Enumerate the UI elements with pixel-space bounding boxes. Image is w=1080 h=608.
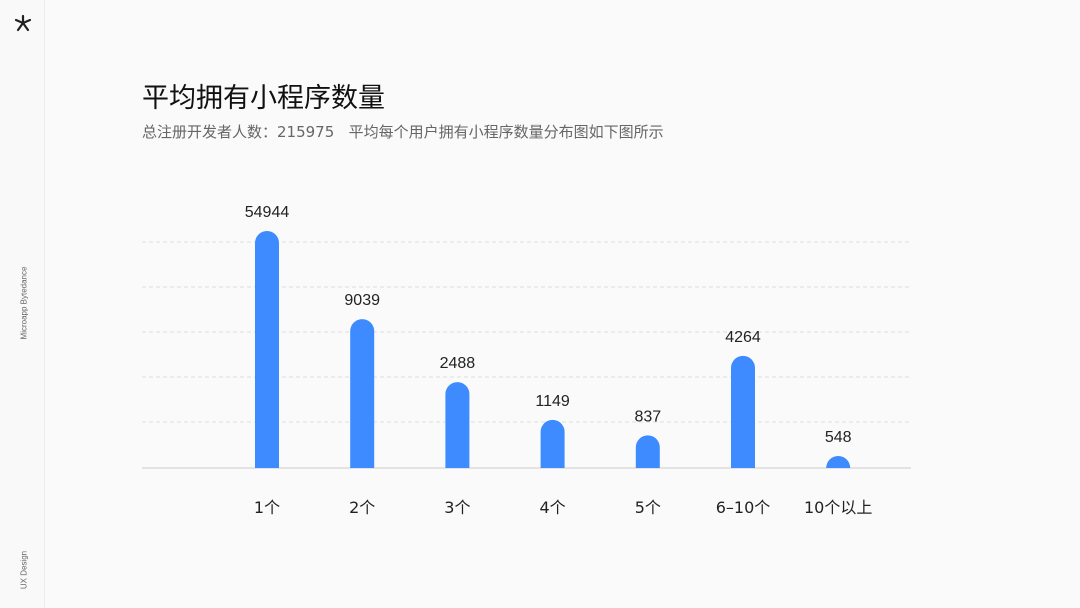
page-title: 平均拥有小程序数量 [142,83,385,114]
data-label: 1149 [535,393,570,410]
data-label: 9039 [344,292,380,309]
bar [350,319,375,468]
x-tick-label: 10个以上 [804,498,872,517]
bar [540,419,565,468]
data-label: 2488 [440,355,476,372]
sidebar-rail: Microapp Bytedance UX Design [0,0,45,608]
data-label: 837 [634,408,661,425]
data-label: 4264 [725,329,761,346]
bar [445,382,470,468]
x-tick-label: 1个 [254,498,280,517]
total-developers: 总注册开发者人数：215975 [142,123,335,141]
x-tick-label: 4个 [540,498,566,517]
bar [731,355,755,468]
x-tick-label: 6–10个 [716,498,771,517]
bar [635,435,660,468]
subtitle-description: 平均每个用户拥有小程序数量分布图如下图所示 [348,123,664,141]
asterisk-logo-icon [14,14,32,32]
bar [826,456,851,468]
x-tick-label: 2个 [349,498,375,517]
x-tick-label: 5个 [635,498,661,517]
data-label: 548 [825,429,852,446]
x-tick-label: 3个 [444,498,470,517]
bar [255,231,279,468]
data-label: 54944 [245,204,290,221]
page-subtitle: 总注册开发者人数：215975 平均每个用户拥有小程序数量分布图如下图所示 [142,121,664,142]
